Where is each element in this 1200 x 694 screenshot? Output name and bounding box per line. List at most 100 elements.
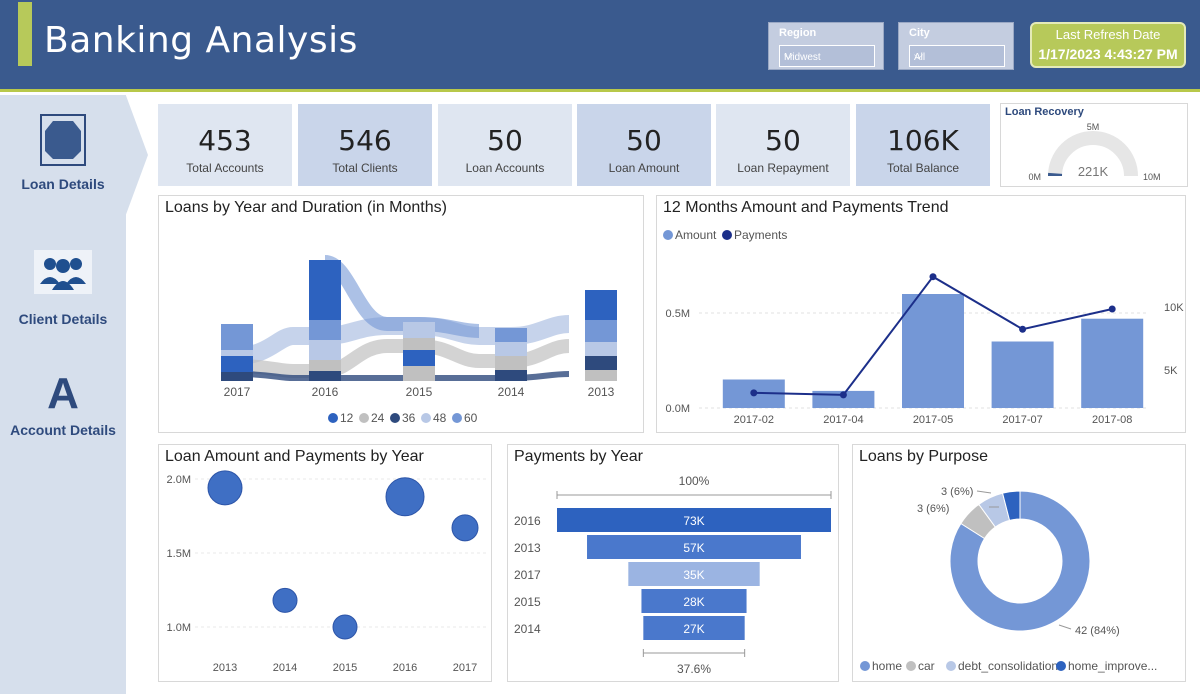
x-tick-label: 2016 <box>312 385 339 399</box>
funnel-category-label: 2013 <box>514 541 541 555</box>
ribbon-60 <box>323 255 480 338</box>
last-refresh-card: Last Refresh Date 1/17/2023 4:43:27 PM <box>1030 22 1186 68</box>
kpi-loan-amount: 50 Loan Amount <box>577 104 711 186</box>
ribbon-segment <box>309 371 341 381</box>
y-tick-label: 1.0M <box>167 622 191 634</box>
x-tick-label: 2014 <box>273 662 297 674</box>
ribbon-segment <box>585 356 617 370</box>
legend-marker <box>359 413 369 423</box>
slice-label: 3 (6%) <box>941 486 973 498</box>
funnel-category-label: 2014 <box>514 622 541 636</box>
ribbon-segment <box>585 290 617 320</box>
x-tick-label: 2015 <box>333 662 357 674</box>
city-slicer[interactable]: City All ⌵ <box>898 22 1014 70</box>
legend-label: Payments <box>734 228 787 242</box>
page-title: Banking Analysis <box>44 20 358 61</box>
kpi-label: Total Balance <box>886 161 960 175</box>
ribbon-segment <box>495 370 527 381</box>
legend-label: home <box>872 659 902 673</box>
legend-label: Amount <box>675 228 717 242</box>
ribbon-segment <box>221 356 253 372</box>
ribbon-chart: 2017 2016 2015 2014 2013 12 24 36 48 60 <box>221 255 617 425</box>
nav-account-details[interactable]: A Account Details <box>0 369 126 439</box>
ribbon-segment <box>495 356 527 370</box>
donut-slice <box>1001 490 1021 521</box>
payments-point <box>1019 325 1027 333</box>
x-tick-label: 2013 <box>588 385 615 399</box>
kpi-value: 106K <box>887 124 959 157</box>
ribbon-segment <box>309 360 341 371</box>
funnel-bar <box>628 562 760 586</box>
region-slicer[interactable]: Region Midwest ⌵ <box>768 22 884 70</box>
kpi-value: 546 <box>338 124 392 157</box>
city-dropdown[interactable]: All ⌵ <box>909 45 1005 67</box>
kpi-label: Loan Accounts <box>465 161 545 175</box>
kpi-loan-repayment: 50 Loan Repayment <box>716 104 850 186</box>
letter-a-icon: A <box>47 369 79 418</box>
legend-marker <box>946 661 956 671</box>
nav-client-details[interactable]: Client Details <box>0 250 126 327</box>
x-tick-label: 2017-05 <box>913 414 953 426</box>
kpi-label: Total Accounts <box>186 161 264 175</box>
funnel-category-label: 2015 <box>514 595 541 609</box>
nav-label: Client Details <box>18 311 108 327</box>
loans-by-purpose-panel: Loans by Purpose 42 (84%) 3 (6%) 3 (6%) hom… <box>852 444 1186 682</box>
legend-label: 24 <box>371 411 385 425</box>
slice-label: 42 (84%) <box>1075 625 1120 637</box>
client-group-icon <box>34 250 92 294</box>
kpi-loan-accounts: 50 Loan Accounts <box>438 104 572 186</box>
trend-combo-chart: Amount Payments 0.0M 0.5M 5K 10K 2017-02 2017-0… <box>663 228 1184 426</box>
slice-label: 3 (6%) <box>917 503 949 515</box>
payments-by-year-panel: Payments by Year 100% 73K 2016 57K 2013 35K 20… <box>507 444 839 682</box>
amount-payments-panel: Loan Amount and Payments by Year 1.0M 1.5… <box>158 444 492 682</box>
bubble-point <box>385 477 425 517</box>
gauge-target: 5M <box>1087 122 1100 132</box>
amount-bar <box>1081 318 1144 408</box>
donut-slice <box>949 490 1091 632</box>
region-dropdown[interactable]: Midwest ⌵ <box>779 45 875 67</box>
refresh-value: 1/17/2023 4:43:27 PM <box>1038 46 1178 62</box>
legend-label: debt_consolidation <box>958 659 1058 673</box>
x-tick-label: 2017 <box>453 662 477 674</box>
legend-marker <box>421 413 431 423</box>
nav-loan-details[interactable]: Loan Details <box>0 113 126 192</box>
region-value: Midwest <box>784 52 821 63</box>
label-leader <box>976 490 992 494</box>
ribbon-segment <box>585 370 617 381</box>
x-tick-label: 2017-02 <box>734 414 774 426</box>
funnel-value-label: 27K <box>683 622 704 636</box>
gauge-value: 221K <box>1078 164 1109 179</box>
ribbon-segment <box>309 260 341 320</box>
funnel-value-label: 35K <box>683 568 704 582</box>
payments-point <box>839 391 847 399</box>
amount-bar <box>991 341 1054 408</box>
chevron-down-icon[interactable]: ⌵ <box>784 48 794 62</box>
legend-marker <box>663 230 673 240</box>
ribbon-segment <box>403 350 435 366</box>
funnel-category-label: 2017 <box>514 568 541 582</box>
gauge-svg: 221K 0M 10M 5M <box>1028 122 1160 182</box>
y-left-tick: 0.0M <box>666 403 690 415</box>
funnel-value-label: 73K <box>683 514 704 528</box>
kpi-total-balance: 106K Total Balance <box>856 104 990 186</box>
nav-label: Account Details <box>10 422 116 438</box>
kpi-label: Loan Amount <box>608 161 680 175</box>
loan-details-icon <box>40 114 86 166</box>
kpi-value: 453 <box>198 124 252 157</box>
ribbon-segment <box>309 340 341 360</box>
chevron-down-icon[interactable]: ⌵ <box>914 48 924 62</box>
x-tick-label: 2015 <box>406 385 433 399</box>
funnel-bottom-label: 37.6% <box>677 662 711 676</box>
gauge-track <box>1048 131 1138 177</box>
legend-marker <box>390 413 400 423</box>
label-leader <box>1058 624 1072 630</box>
bubble-point <box>207 470 243 506</box>
legend-marker <box>860 661 870 671</box>
nav-label: Loan Details <box>21 176 105 192</box>
ribbon-segment <box>403 322 435 338</box>
bubble-chart: 1.0M 1.5M 2.0M 2013 2014 2015 2016 2017 <box>167 470 489 674</box>
x-tick-label: 2017 <box>224 385 251 399</box>
legend-label: 36 <box>402 411 416 425</box>
ribbon-segment <box>585 320 617 342</box>
funnel-value-label: 28K <box>683 595 704 609</box>
